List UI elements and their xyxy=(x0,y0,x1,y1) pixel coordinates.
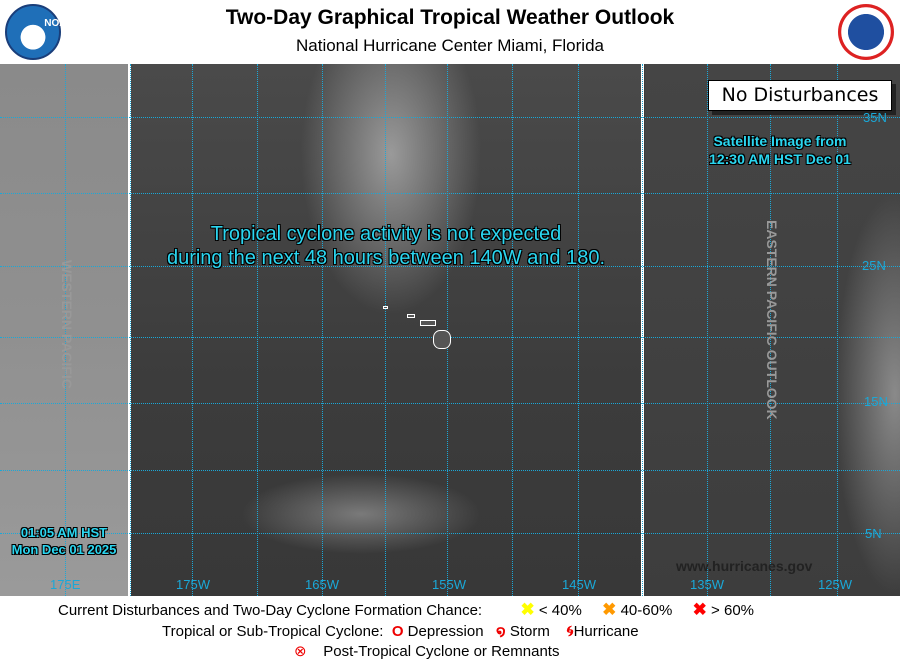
latitude-gridline xyxy=(0,533,900,534)
lat-label: 35N xyxy=(863,110,887,125)
website-watermark: www.hurricanes.gov xyxy=(676,558,813,574)
longitude-gridline xyxy=(447,64,448,596)
satellite-time: Satellite Image from 12:30 AM HST Dec 01 xyxy=(660,132,900,168)
lon-label: 125W xyxy=(818,577,852,592)
hurricane-icon: 🌀︎ xyxy=(554,623,574,640)
central-pacific-panel xyxy=(131,64,641,596)
latitude-gridline xyxy=(0,117,900,118)
latitude-gridline xyxy=(0,403,900,404)
issue-time-line: Mon Dec 01 2025 xyxy=(11,542,117,557)
hawaii-island-kauai xyxy=(383,306,388,309)
outlook-message-line: Tropical cyclone activity is not expecte… xyxy=(210,223,562,245)
noaa-logo: NOAA xyxy=(5,4,74,60)
satellite-map: WESTERN PACIFIC EASTERN PACIFIC OUTLOOK … xyxy=(0,64,900,596)
orange-x-icon: ✖ xyxy=(602,600,617,619)
panel-divider xyxy=(128,64,131,596)
longitude-gridline xyxy=(322,64,323,596)
longitude-gridline xyxy=(578,64,579,596)
lon-label: 145W xyxy=(562,577,596,592)
lon-label: 135W xyxy=(690,577,724,592)
outlook-message-line: during the next 48 hours between 140W an… xyxy=(166,247,606,269)
legend-row-post-tropical: ⊗ Post-Tropical Cyclone or Remnants xyxy=(294,642,559,660)
longitude-gridline xyxy=(642,64,643,596)
legend-label: Current Disturbances and Two-Day Cyclone… xyxy=(58,602,483,619)
lat-label: 5N xyxy=(865,526,882,541)
longitude-gridline xyxy=(257,64,258,596)
eastern-pacific-panel xyxy=(645,64,900,596)
page-subtitle: National Hurricane Center Miami, Florida xyxy=(295,36,604,55)
page-title: Two-Day Graphical Tropical Weather Outlo… xyxy=(225,6,675,29)
storm-icon: ໑ xyxy=(487,623,506,640)
legend-label: Tropical or Sub-Tropical Cyclone: xyxy=(162,623,384,640)
latitude-gridline xyxy=(0,193,900,194)
lon-label: 175W xyxy=(176,577,210,592)
satellite-time-line: Satellite Image from xyxy=(713,133,847,149)
issue-time: 01:05 AM HST Mon Dec 01 2025 xyxy=(0,524,128,558)
no-disturbances-box: No Disturbances xyxy=(708,80,892,111)
outlook-message: Tropical cyclone activity is not expecte… xyxy=(131,222,641,270)
longitude-gridline xyxy=(770,64,771,596)
longitude-gridline xyxy=(837,64,838,596)
western-pacific-label: WESTERN PACIFIC xyxy=(59,260,75,389)
header: NOAA Two-Day Graphical Tropical Weather … xyxy=(0,0,900,64)
hawaii-island-maui xyxy=(420,320,436,326)
legend-row-cyclones: Tropical or Sub-Tropical Cyclone: O Depr… xyxy=(162,622,639,640)
longitude-gridline xyxy=(192,64,193,596)
lon-label: 165W xyxy=(305,577,339,592)
eastern-pacific-label: EASTERN PACIFIC OUTLOOK xyxy=(764,220,780,420)
longitude-gridline xyxy=(707,64,708,596)
depression-icon: O xyxy=(387,623,404,640)
longitude-gridline xyxy=(65,64,66,596)
legend-medium: 40-60% xyxy=(620,602,673,619)
longitude-gridline xyxy=(130,64,131,596)
legend-row-disturbances: Current Disturbances and Two-Day Cyclone… xyxy=(58,600,754,620)
post-tropical-icon: ⊗ xyxy=(294,643,307,660)
latitude-gridline xyxy=(0,266,900,267)
legend-high: > 60% xyxy=(711,602,754,619)
lat-label: 25N xyxy=(862,258,886,273)
lon-label: 175E xyxy=(50,577,81,592)
longitude-gridline xyxy=(512,64,513,596)
satellite-time-line: 12:30 AM HST Dec 01 xyxy=(709,151,851,167)
legend-depression: Depression xyxy=(407,623,484,640)
issue-time-line: 01:05 AM HST xyxy=(20,525,108,540)
red-x-icon: ✖ xyxy=(692,600,707,619)
western-pacific-panel xyxy=(0,64,128,596)
nws-logo xyxy=(838,4,894,60)
noaa-logo-text: NOAA xyxy=(44,18,74,29)
longitude-gridline xyxy=(385,64,386,596)
legend-low: < 40% xyxy=(538,602,582,619)
lon-label: 155W xyxy=(432,577,466,592)
legend-post-tropical: Post-Tropical Cyclone or Remnants xyxy=(323,643,560,660)
lat-label: 15N xyxy=(864,394,888,409)
legend-hurricane: Hurricane xyxy=(573,623,639,640)
legend-storm: Storm xyxy=(509,623,550,640)
yellow-x-icon: ✖ xyxy=(520,600,535,619)
hawaii-island-oahu xyxy=(407,314,415,318)
hawaii-big-island xyxy=(433,330,451,349)
latitude-gridline xyxy=(0,470,900,471)
